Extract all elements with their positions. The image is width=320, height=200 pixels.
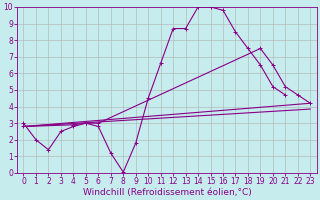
X-axis label: Windchill (Refroidissement éolien,°C): Windchill (Refroidissement éolien,°C) [83,188,251,197]
